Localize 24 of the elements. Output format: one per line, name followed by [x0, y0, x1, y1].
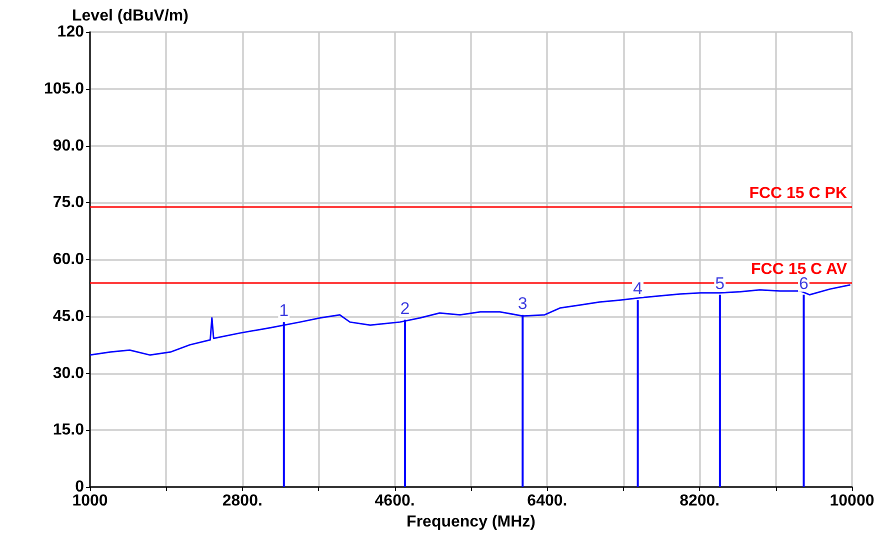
y-tick-label: 30.0: [52, 364, 84, 382]
ref-line-label: FCC 15 C PK: [749, 184, 848, 202]
annotation: 6: [799, 274, 808, 293]
x-tick-label: 10000: [830, 492, 874, 510]
x-tick-label: 8200.: [680, 492, 720, 510]
annotation: 3: [518, 294, 528, 313]
x-tick-label: 4600.: [374, 492, 415, 510]
x-tick-label: 2800.: [222, 492, 262, 510]
y-axis-title: Level (dBuV/m): [72, 8, 188, 25]
y-tick-label: 105.0: [44, 80, 84, 98]
y-tick-label: 0: [75, 478, 84, 496]
y-tick-label: 90.0: [52, 137, 84, 154]
annotation: 1: [279, 301, 289, 320]
annotation: 4: [633, 279, 643, 298]
x-tick-label: 6400.: [527, 492, 568, 510]
y-tick-label: 120: [57, 24, 84, 40]
x-tick-label: 1000: [72, 492, 108, 510]
y-tick-label: 60.0: [52, 251, 84, 268]
annotation: 2: [400, 298, 410, 318]
x-axis-title: Frequency (MHz): [406, 513, 536, 530]
y-tick-label: 15.0: [52, 422, 84, 439]
annotation: 5: [715, 274, 725, 293]
y-tick-label: 45.0: [52, 308, 84, 325]
y-tick-label: 75.0: [52, 194, 84, 212]
